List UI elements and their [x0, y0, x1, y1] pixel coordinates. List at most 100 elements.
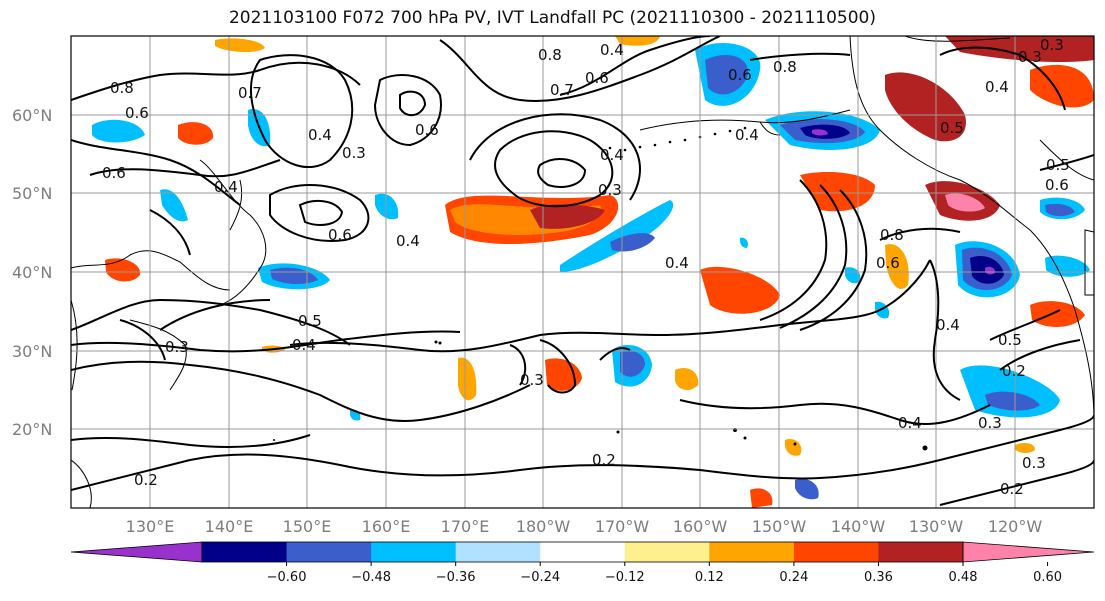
contour-label: 0.3: [165, 338, 189, 356]
positive-anomaly: [530, 204, 605, 229]
lon-label: 140°E: [205, 517, 254, 536]
positive-anomaly: [1030, 301, 1085, 327]
contour-label: 0.2: [134, 471, 158, 489]
colorbar-tick-label: −0.24: [520, 570, 560, 585]
lat-label: 40°N: [12, 263, 52, 282]
contour-label: 0.8: [773, 58, 797, 76]
contour-label: 0.8: [110, 79, 134, 97]
positive-anomaly: [785, 439, 802, 456]
contour-label: 0.6: [102, 164, 126, 182]
lon-label: 130°W: [909, 517, 964, 536]
contour-label: 0.4: [985, 78, 1009, 96]
positive-anomaly: [105, 258, 141, 282]
negative-anomaly: [845, 267, 861, 284]
colorbar-tick-label: 0.60: [1033, 570, 1062, 585]
contour-label: 0.6: [415, 121, 439, 139]
lon-label: 150°W: [752, 517, 807, 536]
positive-anomaly: [215, 38, 265, 53]
negative-anomaly: [1045, 203, 1075, 217]
ivt-contours: [71, 36, 1094, 506]
contour-label: 0.3: [1022, 454, 1046, 472]
negative-anomaly: [1045, 255, 1090, 277]
contour-label: 0.3: [520, 371, 544, 389]
map-title: 2021103100 F072 700 hPa PV, IVT Landfall…: [228, 8, 876, 28]
colorbar-tick-label: 0.48: [949, 570, 978, 585]
colorbar-segment: [371, 542, 457, 562]
negative-anomaly: [705, 55, 749, 95]
contour-label: 0.7: [238, 84, 262, 102]
negative-anomaly: [795, 478, 819, 500]
negative-anomaly: [375, 193, 399, 220]
colorbar-outline: [201, 541, 964, 563]
colorbar-tick-label: −0.12: [605, 570, 645, 585]
lon-label: 140°W: [831, 517, 886, 536]
contour-label: 0.3: [342, 144, 366, 162]
contour-label: 0.4: [292, 336, 316, 354]
positive-anomaly: [945, 36, 1094, 63]
contour-label: 0.4: [600, 41, 624, 59]
colorbar-segment: [709, 542, 795, 562]
lat-label: 50°N: [12, 184, 52, 203]
colorbar-tick-label: −0.60: [267, 570, 307, 585]
contour-label: 0.8: [880, 226, 904, 244]
contour-label: 0.4: [665, 254, 689, 272]
negative-anomaly: [812, 129, 828, 136]
contour-label: 0.5: [1046, 156, 1070, 174]
colorbar-segment: [624, 542, 710, 562]
coastlines: [71, 36, 1094, 508]
colorbar-segment: [455, 542, 541, 562]
colorbar-tick-label: 0.12: [695, 570, 724, 585]
map-frame: [70, 35, 1095, 509]
colorbar-segment: [540, 542, 626, 562]
contour-label: 0.2: [1000, 480, 1024, 498]
positive-anomaly: [885, 72, 966, 142]
contour-label: 0.2: [592, 451, 616, 469]
contour-label: 0.8: [538, 46, 562, 64]
contour-label: 0.5: [298, 312, 322, 330]
lat-label: 20°N: [12, 420, 52, 439]
lon-label: 160°W: [673, 517, 728, 536]
contour-label: 0.6: [728, 66, 752, 84]
contour-label: 0.3: [978, 414, 1002, 432]
contour-label: 0.4: [214, 178, 238, 196]
positive-anomaly: [615, 36, 660, 46]
longitude-labels: 130°E 140°E 150°E 160°E 170°E 180°W 170°…: [126, 517, 1043, 536]
colorbar: −0.60 −0.48 −0.36 −0.24 −0.12 0.12 0.24 0.36 0.4…: [70, 541, 1095, 585]
positive-anomaly: [800, 172, 875, 212]
positive-anomaly: [1015, 442, 1035, 453]
contour-label: 0.6: [585, 69, 609, 87]
contour-label: 0.6: [125, 104, 149, 122]
contour-label: 0.4: [308, 126, 332, 144]
contour-label: 0.4: [735, 126, 759, 144]
contour-label: 0.7: [550, 81, 574, 99]
colorbar-tick-label: −0.36: [436, 570, 476, 585]
colorbar-segment: [286, 542, 372, 562]
colorbar-segment: [793, 542, 879, 562]
negative-anomaly: [620, 350, 645, 377]
positive-anomaly: [545, 358, 582, 391]
positive-anomaly: [750, 488, 773, 508]
contour-label: 0.3: [1018, 48, 1042, 66]
contour-label: 0.6: [1045, 176, 1069, 194]
contour-label: 0.5: [998, 331, 1022, 349]
colorbar-extend-low: [70, 541, 203, 563]
contour-label: 0.3: [598, 181, 622, 199]
lat-label: 30°N: [12, 342, 52, 361]
contour-label: 0.6: [328, 226, 352, 244]
colorbar-extend-high: [962, 541, 1095, 563]
contour-label: 0.3: [1040, 36, 1064, 54]
lat-label: 60°N: [12, 106, 52, 125]
contour-label: 0.4: [898, 414, 922, 432]
colorbar-segment: [878, 542, 964, 562]
negative-anomaly: [160, 189, 188, 222]
contour-label: 0.6: [876, 254, 900, 272]
positive-anomaly: [700, 266, 780, 314]
gridlines: [71, 36, 1094, 508]
contour-label: 0.2: [1002, 362, 1026, 380]
negative-anomaly: [985, 391, 1040, 411]
colorbar-segment: [202, 542, 288, 562]
lon-label: 170°E: [441, 517, 490, 536]
contour-label: 0.4: [936, 316, 960, 334]
contour-label: 0.4: [396, 232, 420, 250]
